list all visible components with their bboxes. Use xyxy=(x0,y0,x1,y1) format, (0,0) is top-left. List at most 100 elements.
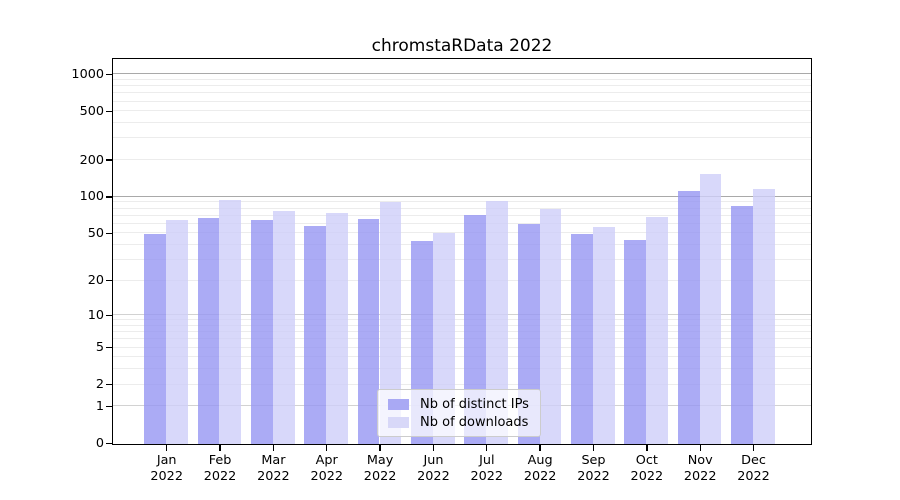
bar-distinct-ips-mar xyxy=(251,220,273,444)
x-axis-label-apr: Apr 2022 xyxy=(310,453,344,484)
x-axis-label-mar: Mar 2022 xyxy=(257,453,290,484)
gridline-minor-200 xyxy=(113,159,811,161)
y-axis-label-2: 2 xyxy=(95,377,104,393)
bar-distinct-ips-jan xyxy=(144,234,167,444)
gridline-minor-8 xyxy=(113,324,811,326)
legend-item-downloads: Nb of downloads xyxy=(388,413,534,431)
y-axis-label-1: 1 xyxy=(95,398,104,414)
y-axis-label-20: 20 xyxy=(87,273,104,289)
gridline-minor-900 xyxy=(113,78,811,80)
legend-label-distinct-ips: Nb of distinct IPs xyxy=(420,396,529,412)
x-axis-label-feb: Feb 2022 xyxy=(203,453,237,484)
x-axis-label-jan: Jan 2022 xyxy=(150,453,183,484)
y-axis-tick-1000 xyxy=(105,73,113,76)
y-axis-tick-500 xyxy=(105,110,113,113)
plot-area: Nb of distinct IPs Nb of downloads xyxy=(112,58,812,445)
bar-distinct-ips-dec xyxy=(731,206,753,444)
x-axis-tick-apr xyxy=(326,445,328,451)
bar-downloads-apr xyxy=(326,213,348,444)
y-axis-tick-2 xyxy=(105,384,113,386)
legend-swatch-distinct-ips xyxy=(388,398,409,410)
y-axis-label-5: 5 xyxy=(95,340,104,356)
gridline-minor-2 xyxy=(113,383,811,385)
bar-distinct-ips-jul xyxy=(464,214,487,444)
x-axis-tick-jan xyxy=(166,445,168,451)
y-axis-tick-0 xyxy=(105,442,113,445)
y-axis-tick-200 xyxy=(105,159,113,161)
legend: Nb of distinct IPs Nb of downloads xyxy=(377,389,541,437)
x-axis-tick-jul xyxy=(486,445,488,451)
bar-distinct-ips-apr xyxy=(304,226,327,444)
bar-downloads-jan xyxy=(166,220,188,444)
x-axis-tick-mar xyxy=(272,445,275,451)
y-axis-tick-20 xyxy=(105,280,113,282)
gridline-minor-6 xyxy=(113,338,811,340)
gridline-minor-80 xyxy=(113,207,811,209)
x-axis-tick-nov xyxy=(699,445,701,451)
gridline-minor-500 xyxy=(113,110,811,112)
bar-downloads-jul xyxy=(486,200,508,444)
legend-item-distinct-ips: Nb of distinct IPs xyxy=(388,395,534,413)
gridline-mid-10 xyxy=(113,314,811,316)
bar-downloads-nov xyxy=(699,173,722,444)
y-axis-label-10: 10 xyxy=(87,307,104,323)
gridline-minor-20 xyxy=(113,279,811,281)
gridline-minor-3 xyxy=(113,368,811,370)
gridline-minor-700 xyxy=(113,92,811,94)
gridline-minor-800 xyxy=(113,85,811,87)
bar-distinct-ips-feb xyxy=(197,217,220,444)
bar-downloads-feb xyxy=(219,199,242,444)
gridline-minor-70 xyxy=(113,214,811,216)
bar-distinct-ips-oct xyxy=(624,239,647,444)
gridline-minor-7 xyxy=(113,331,811,333)
bar-downloads-mar xyxy=(272,211,295,444)
chart-title: chromstaRData 2022 xyxy=(371,36,553,56)
y-axis-tick-50 xyxy=(105,232,113,235)
y-axis-tick-1 xyxy=(105,405,113,408)
x-axis-label-may: May 2022 xyxy=(363,453,397,484)
bar-downloads-oct xyxy=(646,217,669,444)
y-axis-label-1000: 1000 xyxy=(71,66,104,82)
x-axis-label-oct: Oct 2022 xyxy=(630,453,664,484)
bar-distinct-ips-nov xyxy=(677,191,700,444)
gridline-major-100 xyxy=(113,195,811,197)
gridline-minor-300 xyxy=(113,137,811,139)
x-axis-tick-dec xyxy=(752,445,755,451)
x-axis-tick-oct xyxy=(646,445,648,451)
y-axis-label-0: 0 xyxy=(95,435,104,451)
x-axis-label-aug: Aug 2022 xyxy=(523,453,557,484)
x-axis-tick-sep xyxy=(592,445,595,451)
x-axis-label-dec: Dec 2022 xyxy=(737,453,770,484)
legend-swatch-downloads xyxy=(388,416,409,428)
y-axis-label-100: 100 xyxy=(79,189,104,205)
x-axis-label-nov: Nov 2022 xyxy=(683,453,717,484)
gridline-minor-40 xyxy=(113,243,811,245)
gridline-minor-4 xyxy=(113,356,811,358)
x-axis-label-sep: Sep 2022 xyxy=(577,453,610,484)
y-axis-label-50: 50 xyxy=(87,225,104,241)
gridline-minor-60 xyxy=(113,222,811,224)
bar-distinct-ips-sep xyxy=(571,234,593,444)
x-axis-label-jul: Jul 2022 xyxy=(470,453,504,484)
gridline-major-1000 xyxy=(113,73,811,75)
gridline-minor-30 xyxy=(113,258,811,260)
gridline-minor-50 xyxy=(113,232,811,234)
bar-downloads-may xyxy=(379,201,402,444)
y-axis-tick-100 xyxy=(105,196,113,198)
gridline-minor-90 xyxy=(113,201,811,203)
y-axis-tick-5 xyxy=(105,347,113,349)
y-axis-label-500: 500 xyxy=(79,103,104,119)
legend-label-downloads: Nb of downloads xyxy=(420,414,529,430)
x-axis-tick-jun xyxy=(432,445,435,451)
x-axis-tick-feb xyxy=(219,445,221,451)
bar-downloads-dec xyxy=(752,188,775,444)
bar-distinct-ips-may xyxy=(357,219,380,444)
gridline-minor-9 xyxy=(113,319,811,321)
gridline-minor-400 xyxy=(113,122,811,124)
gridline-minor-5 xyxy=(113,346,811,348)
y-axis-label-200: 200 xyxy=(79,152,104,168)
bar-downloads-sep xyxy=(592,227,615,444)
gridline-minor-600 xyxy=(113,100,811,102)
x-axis-tick-may xyxy=(379,445,381,451)
